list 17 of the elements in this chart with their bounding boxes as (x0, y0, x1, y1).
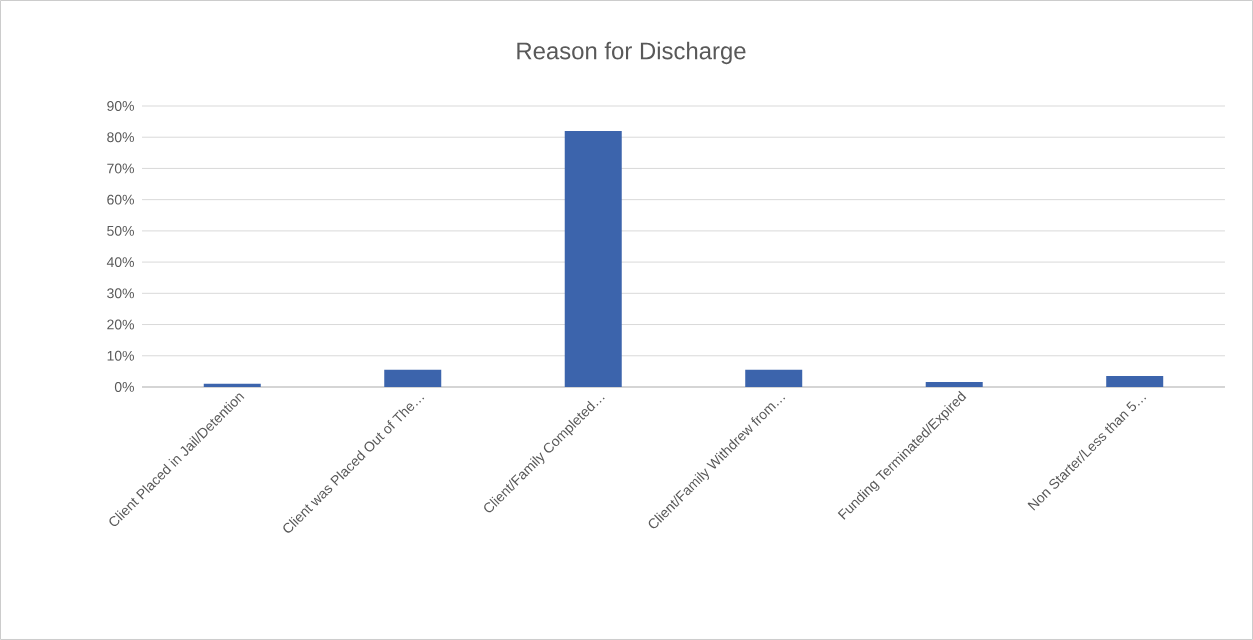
y-tick-label: 0% (114, 382, 134, 392)
bar (384, 369, 442, 387)
y-tick-label: 30% (107, 288, 134, 299)
bar (203, 383, 261, 387)
chart-title: Reason for Discharge (517, 41, 746, 65)
bar (1106, 376, 1164, 387)
y-tick-label: 10% (107, 350, 134, 361)
y-tick-label: 40% (106, 257, 134, 268)
y-tick-label: 60% (107, 194, 134, 205)
y-tick-label: 90% (107, 101, 134, 111)
y-tick-label: 50% (107, 225, 134, 236)
y-tick-label: 80% (107, 132, 134, 143)
bar (925, 381, 983, 387)
bar (564, 130, 622, 387)
bar (745, 369, 803, 387)
y-tick-label: 20% (107, 319, 134, 330)
y-tick-label: 70% (107, 163, 134, 174)
